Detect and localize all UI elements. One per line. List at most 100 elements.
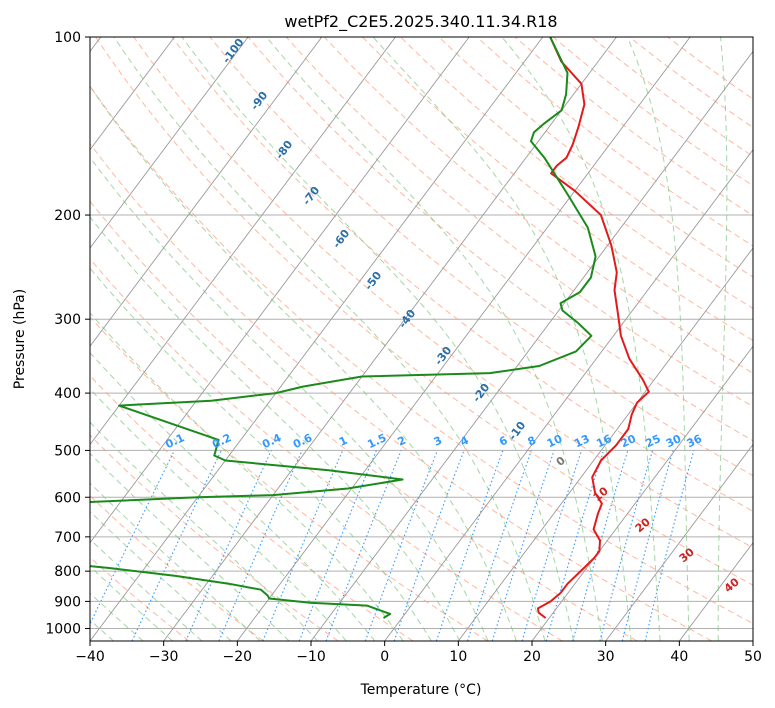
y-tick-label: 600: [54, 490, 81, 506]
isotherm-line: [90, 37, 470, 544]
mixing-ratio-line: [262, 450, 344, 641]
isotherm-lines: [90, 37, 753, 641]
y-tick-label: 500: [54, 443, 81, 459]
y-tick-label: 300: [54, 312, 81, 328]
x-tick-label: 20: [523, 649, 541, 665]
dry-adiabat: [90, 142, 712, 641]
moist-adiabat: [90, 510, 232, 641]
mixing-ratio-line: [599, 450, 654, 641]
isotherm-line: [90, 37, 249, 249]
mixing-ratio-label: 30: [664, 432, 684, 450]
axes: −40 −30 −20 −10 0 10 20 30 40 50 1000 900 800 700 600 5…: [45, 30, 762, 665]
dry-adiabat: [171, 37, 753, 512]
dry-adiabat: [90, 258, 563, 641]
mixing-ratio-line: [621, 450, 674, 641]
mixing-ratio-line: [572, 450, 629, 641]
dry-adiabat: [247, 37, 753, 442]
y-axis-label: Pressure (hPa): [12, 289, 28, 389]
x-tick-label: 0: [380, 649, 389, 665]
isotherm-line: [605, 443, 753, 641]
isotherm-line: [90, 37, 323, 347]
dry-adiabat: [400, 37, 753, 309]
mixing-ratio-line: [545, 450, 605, 641]
mixing-ratio-label: 20: [619, 432, 639, 450]
mixing-ratio-line: [364, 450, 438, 641]
mixing-ratio-label: 10: [545, 432, 565, 450]
y-tick-label: 400: [54, 386, 81, 402]
x-tick-label: 10: [449, 649, 467, 665]
x-tick-label: 30: [597, 649, 615, 665]
mixing-ratio-line: [491, 450, 555, 641]
moist-adiabat: [626, 37, 690, 641]
y-tick-label: 700: [54, 530, 81, 546]
isotherm-line: [457, 247, 753, 641]
moist-adiabat: [717, 37, 728, 641]
mixing-ratio-line: [185, 450, 272, 641]
x-tick-label: −40: [75, 649, 105, 665]
mixing-ratio-line: [466, 450, 532, 641]
plot-frame: [89, 36, 754, 642]
plot-area: -100-90-80-70-60-50-40-30-20-100.1 0.2 0.4…: [90, 37, 753, 641]
x-tick-label: −20: [223, 649, 253, 665]
moist-adiabat: [90, 267, 432, 641]
in-plot-labels: -100-90-80-70-60-50-40-30-20-100.1 0.2 0.4…: [163, 37, 742, 595]
mixing-ratio-label: 25: [643, 432, 662, 450]
moist-adiabat: [90, 156, 489, 641]
chart-title: wetPf2_C2E5.2025.340.11.34.R18: [284, 12, 557, 32]
mixing-ratio-line: [298, 450, 377, 641]
y-tick-label: 1000: [45, 621, 81, 637]
moist-adiabat: [90, 565, 173, 641]
moist-adiabat: [90, 352, 376, 641]
dry-adiabat: [209, 37, 753, 477]
moist-adiabat: [90, 85, 517, 641]
mixing-ratio-line: [521, 450, 583, 641]
isotherm-line: [236, 37, 691, 641]
moist-adiabat: [90, 482, 261, 641]
dry-adiabat: [90, 374, 414, 641]
moist-adiabat: [266, 37, 603, 641]
y-tick-label: 100: [54, 30, 81, 46]
moist-adiabat: [372, 37, 632, 641]
isotherm-line: [531, 345, 753, 641]
y-tick-label: 800: [54, 564, 81, 580]
isotherm-line: [163, 37, 617, 641]
dry-adiabat: [90, 85, 753, 625]
isotherm-line: [384, 148, 753, 641]
x-tick-label: 40: [670, 649, 688, 665]
sounding-series: [90, 37, 650, 619]
temperature-line: [537, 37, 650, 619]
moist-adiabat: [501, 37, 661, 641]
isotherm-line: [90, 37, 396, 446]
dry-adiabat: [95, 37, 753, 586]
moist-adiabat: [90, 421, 319, 641]
x-axis-label: Temperature (°C): [360, 682, 482, 698]
moist-adiabat: [113, 37, 546, 641]
isotherm-line: [310, 50, 753, 641]
x-tick-label: −10: [296, 649, 326, 665]
mixing-ratio-line: [435, 450, 504, 641]
moist-adiabat: [90, 452, 290, 641]
dewpoint-line: [90, 37, 597, 619]
y-tick-label: 200: [54, 208, 81, 224]
mixing-ratio-line: [325, 450, 402, 641]
x-tick-label: −30: [149, 649, 179, 665]
moist-adiabat: [90, 538, 203, 641]
mixing-ratio-label: 16: [594, 432, 614, 450]
moist-adiabat: [90, 216, 461, 641]
isotherm-line: [90, 37, 175, 151]
dry-adiabat: [362, 37, 753, 342]
moist-adiabat: [90, 312, 404, 641]
moist-adiabat: [181, 37, 575, 641]
moist-adiabat: [90, 388, 347, 641]
dry-adiabat: [133, 37, 753, 549]
mixing-ratio-label: 13: [572, 432, 591, 450]
isotherm-line: [90, 37, 544, 641]
y-tick-label: 900: [54, 594, 81, 610]
adiabat-lines: [90, 37, 753, 641]
moist-adiabat: [90, 592, 144, 641]
x-tick-label: 50: [744, 649, 762, 665]
dry-adiabat: [90, 200, 638, 641]
mixing-ratio-label: 36: [685, 432, 705, 450]
